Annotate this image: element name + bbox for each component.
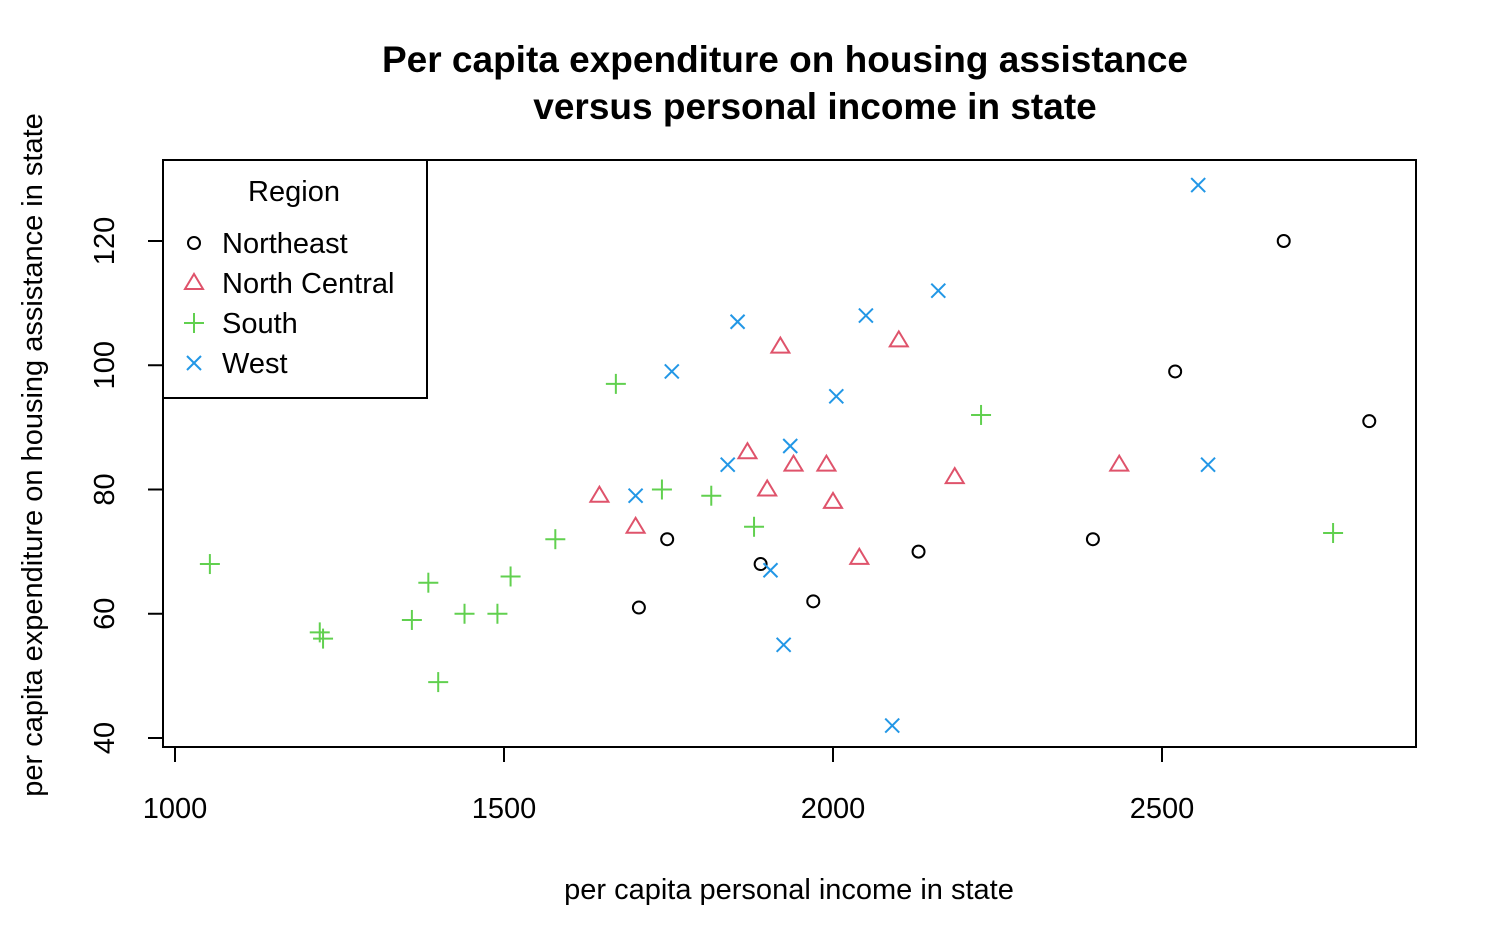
point-north-central: [769, 335, 792, 354]
legend-title: Region: [248, 176, 340, 208]
point-north-central: [588, 484, 611, 503]
point-north-central: [848, 546, 871, 565]
point-northeast: [1085, 532, 1100, 547]
point-northeast: [806, 594, 821, 609]
point-south: [701, 485, 722, 506]
x-axis-label: per capita personal income in state: [564, 874, 1014, 906]
legend-label-south: South: [222, 308, 298, 340]
series-south: [199, 373, 1344, 693]
point-south: [487, 603, 508, 624]
legend-label-northeast: Northeast: [222, 228, 348, 260]
y-axis-label: per capita expenditure on housing assist…: [17, 113, 49, 797]
point-west: [884, 717, 900, 734]
point-west: [858, 307, 874, 324]
point-west: [627, 488, 644, 504]
point-south: [744, 516, 765, 537]
point-north-central: [822, 490, 844, 509]
series-north-central: [588, 329, 1130, 565]
x-axis: 1000 1500 2000 2500: [143, 746, 1195, 825]
series-west: [627, 177, 1216, 734]
point-west: [775, 637, 792, 653]
point-north-central: [943, 466, 966, 485]
y-tick-label: 60: [89, 598, 121, 630]
point-west: [762, 562, 779, 578]
point-south: [418, 572, 439, 593]
legend-marker-south: [184, 313, 204, 333]
point-south: [428, 672, 449, 693]
legend-marker-northeast: [187, 236, 201, 250]
legend-box: [162, 159, 428, 399]
point-west: [1190, 177, 1206, 193]
point-west: [930, 282, 946, 299]
point-west: [782, 438, 798, 454]
point-northeast: [631, 600, 646, 615]
point-south: [500, 566, 521, 587]
point-north-central: [888, 329, 910, 348]
series-northeast: [631, 234, 1377, 615]
legend-label-north-central: North Central: [222, 268, 394, 300]
legend-marker-north-central: [183, 272, 205, 290]
point-northeast: [753, 557, 768, 572]
point-north-central: [736, 441, 759, 460]
point-south: [605, 373, 626, 394]
legend-label-west: West: [222, 348, 288, 380]
chart-subtitle: versus personal income in state: [533, 86, 1096, 127]
point-north-central: [815, 453, 838, 472]
point-south: [401, 609, 422, 630]
x-tick-label: 2000: [801, 793, 866, 825]
point-northeast: [1276, 234, 1291, 248]
data-points: [199, 177, 1377, 734]
legend-marker-west: [186, 355, 202, 371]
y-tick-label: 100: [89, 341, 121, 389]
x-tick-label: 1500: [472, 793, 537, 825]
point-north-central: [756, 478, 778, 497]
point-northeast: [1168, 364, 1183, 379]
point-west: [729, 314, 746, 330]
point-west: [720, 456, 736, 473]
point-north-central: [782, 453, 805, 472]
point-south: [454, 603, 475, 624]
y-tick-label: 80: [89, 473, 121, 505]
chart-title: Per capita expenditure on housing assist…: [382, 39, 1188, 80]
y-tick-label: 120: [89, 217, 121, 265]
point-northeast: [911, 544, 926, 559]
point-south: [545, 529, 566, 550]
point-west: [664, 363, 680, 380]
point-south: [1323, 522, 1344, 543]
x-tick-label: 2500: [1130, 793, 1195, 825]
point-northeast: [1362, 414, 1377, 429]
point-south: [971, 404, 992, 425]
x-tick-label: 1000: [143, 793, 208, 825]
point-west: [1200, 456, 1216, 473]
point-west: [828, 388, 844, 405]
y-tick-label: 40: [89, 722, 121, 754]
point-northeast: [660, 532, 675, 547]
y-axis: 40 60 80 100 120: [89, 217, 164, 754]
point-south: [651, 479, 672, 500]
point-south: [199, 554, 220, 575]
legend: Region Northeast North Central South West: [162, 159, 428, 399]
point-north-central: [1108, 453, 1130, 472]
point-south: [313, 628, 334, 649]
point-north-central: [624, 515, 647, 534]
